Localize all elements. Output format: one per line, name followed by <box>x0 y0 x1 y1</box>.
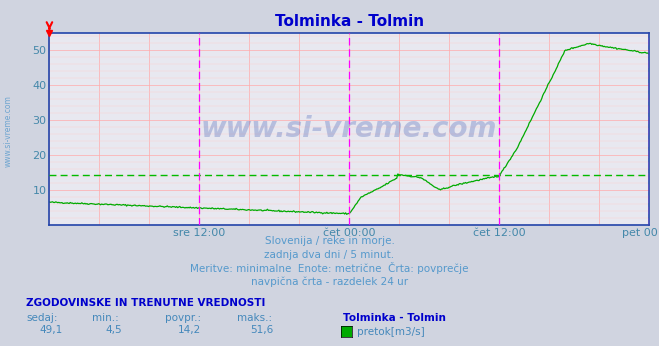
Text: maks.:: maks.: <box>237 313 272 323</box>
Text: Meritve: minimalne  Enote: metrične  Črta: povprečje: Meritve: minimalne Enote: metrične Črta:… <box>190 262 469 274</box>
Text: 14,2: 14,2 <box>178 325 201 335</box>
Text: min.:: min.: <box>92 313 119 323</box>
Text: Tolminka - Tolmin: Tolminka - Tolmin <box>343 313 445 323</box>
Text: 49,1: 49,1 <box>40 325 63 335</box>
Text: www.si-vreme.com: www.si-vreme.com <box>201 115 498 143</box>
Text: 4,5: 4,5 <box>105 325 122 335</box>
Title: Tolminka - Tolmin: Tolminka - Tolmin <box>275 14 424 29</box>
Text: zadnja dva dni / 5 minut.: zadnja dva dni / 5 minut. <box>264 250 395 260</box>
Text: ZGODOVINSKE IN TRENUTNE VREDNOSTI: ZGODOVINSKE IN TRENUTNE VREDNOSTI <box>26 298 266 308</box>
Text: povpr.:: povpr.: <box>165 313 201 323</box>
Text: pretok[m3/s]: pretok[m3/s] <box>357 327 425 337</box>
Text: 51,6: 51,6 <box>250 325 273 335</box>
Text: www.si-vreme.com: www.si-vreme.com <box>3 95 13 167</box>
Text: navpična črta - razdelek 24 ur: navpična črta - razdelek 24 ur <box>251 277 408 288</box>
Text: Slovenija / reke in morje.: Slovenija / reke in morje. <box>264 236 395 246</box>
Text: sedaj:: sedaj: <box>26 313 58 323</box>
